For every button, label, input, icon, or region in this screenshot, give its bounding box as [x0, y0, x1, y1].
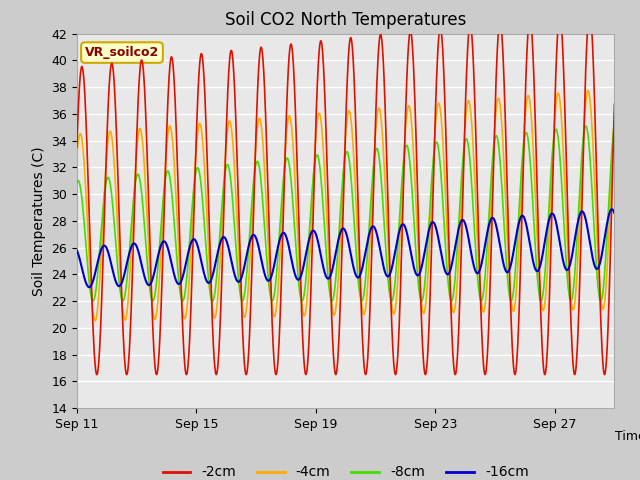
Y-axis label: Soil Temperatures (C): Soil Temperatures (C) — [31, 146, 45, 296]
X-axis label: Time: Time — [615, 431, 640, 444]
Text: VR_soilco2: VR_soilco2 — [85, 46, 159, 59]
Title: Soil CO2 North Temperatures: Soil CO2 North Temperatures — [225, 11, 467, 29]
Legend: -2cm, -4cm, -8cm, -16cm: -2cm, -4cm, -8cm, -16cm — [157, 460, 534, 480]
